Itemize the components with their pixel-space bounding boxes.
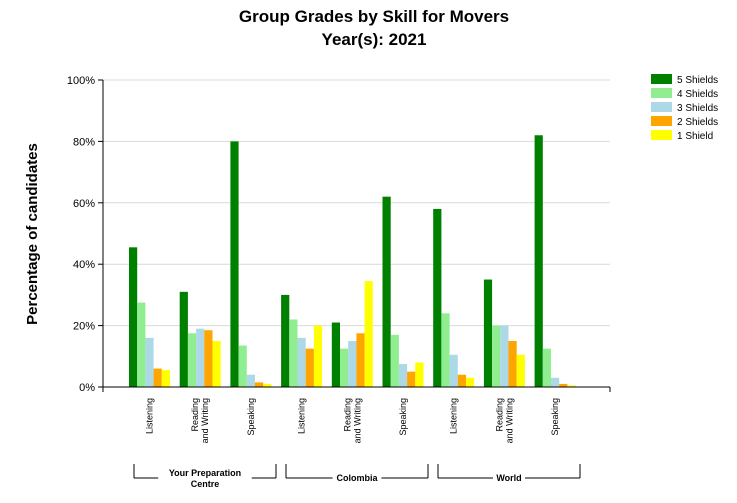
category-label-line: and Writing [200, 398, 210, 443]
category-label-line: Listening [145, 398, 155, 434]
category-label-line: Speaking [246, 398, 256, 436]
legend-swatch [651, 88, 672, 98]
bar [364, 281, 373, 387]
bar [542, 348, 551, 387]
bar [212, 340, 221, 387]
bar [441, 313, 450, 387]
axes [102, 80, 611, 392]
bar [466, 377, 475, 387]
bar [204, 330, 213, 387]
bar [238, 345, 247, 387]
category-label: Speaking [550, 398, 560, 436]
bar [433, 208, 442, 387]
bar [196, 328, 205, 387]
bar [415, 362, 424, 387]
category-label: Listening [297, 398, 307, 434]
bar [145, 337, 154, 387]
legend-swatch [651, 116, 672, 126]
legend-label: 3 Shields [677, 103, 718, 114]
group-label: Your Preparation [169, 468, 241, 478]
bar [305, 348, 314, 387]
bar [492, 325, 501, 387]
bar [534, 135, 543, 387]
legend-label: 5 Shields [677, 75, 718, 86]
bar [483, 279, 493, 387]
bar [129, 247, 138, 387]
legend-label: 1 Shield [677, 131, 713, 142]
category-label: Listening [449, 398, 459, 434]
bar [340, 348, 349, 387]
bar [313, 325, 323, 387]
bar [516, 354, 525, 387]
bar [179, 291, 188, 387]
y-tick-label: 40% [73, 259, 95, 271]
bar [297, 337, 306, 387]
category-label-line: and Writing [504, 398, 514, 443]
category-label: Reading and Writing [342, 398, 362, 443]
category-label-line: Reading [342, 398, 352, 432]
bar [407, 371, 416, 387]
group-label: Colombia [336, 473, 378, 483]
legend-label: 4 Shields [677, 89, 718, 100]
bar [161, 370, 170, 387]
bar [559, 383, 568, 387]
bar [390, 334, 399, 387]
category-label-line: Listening [297, 398, 307, 434]
category-label: Speaking [398, 398, 408, 436]
category-label-line: Reading [190, 398, 200, 432]
category-label: Speaking [246, 398, 256, 436]
legend-swatch [651, 102, 672, 112]
y-tick-label: 60% [73, 198, 95, 210]
y-tick-label: 20% [73, 321, 95, 333]
y-tick-label: 80% [73, 136, 95, 148]
legend-label: 2 Shields [677, 117, 718, 128]
category-label: Reading and Writing [494, 398, 514, 443]
y-axis-label: Percentage of candidates [24, 143, 41, 325]
bar [187, 333, 197, 387]
category-label-line: Speaking [398, 398, 408, 436]
bar [281, 294, 290, 387]
bar [153, 368, 162, 387]
category-label-line: and Writing [352, 398, 362, 443]
bar [449, 354, 458, 387]
category-label-line: Speaking [550, 398, 560, 436]
bar [567, 385, 576, 387]
bar [551, 377, 560, 387]
chart-title-line-2: Year(s): 2021 [322, 30, 427, 49]
legend: 5 Shields 4 Shields 3 Shields 2 Shields 1 Sh… [651, 74, 718, 142]
group-label: Centre [191, 479, 220, 489]
y-tick-labels: 0% 20% 40% 60% 80% 100% [67, 75, 95, 394]
bar [289, 319, 298, 387]
bars [129, 135, 576, 387]
chart-title-line-1: Group Grades by Skill for Movers [239, 7, 509, 26]
bar [255, 382, 264, 387]
bar [263, 383, 272, 387]
bar [508, 340, 517, 387]
category-labels: Listening Reading and Writing Speaking Liste… [145, 398, 561, 443]
category-label: Reading and Writing [190, 398, 210, 443]
bar [356, 333, 365, 387]
category-label-line: Reading [494, 398, 504, 432]
legend-swatch [651, 130, 672, 140]
bar [246, 374, 255, 387]
y-tick-label: 0% [79, 382, 95, 394]
bar [382, 196, 391, 387]
bar [230, 141, 239, 387]
bar [500, 325, 509, 387]
y-tick-label: 100% [67, 75, 95, 87]
bar [398, 363, 408, 387]
category-label: Listening [145, 398, 155, 434]
category-label-line: Listening [449, 398, 459, 434]
legend-swatch [651, 74, 672, 84]
bar [137, 302, 146, 387]
bar [331, 322, 340, 387]
bar [348, 340, 357, 387]
bar [457, 374, 466, 387]
group-label: World [496, 473, 521, 483]
